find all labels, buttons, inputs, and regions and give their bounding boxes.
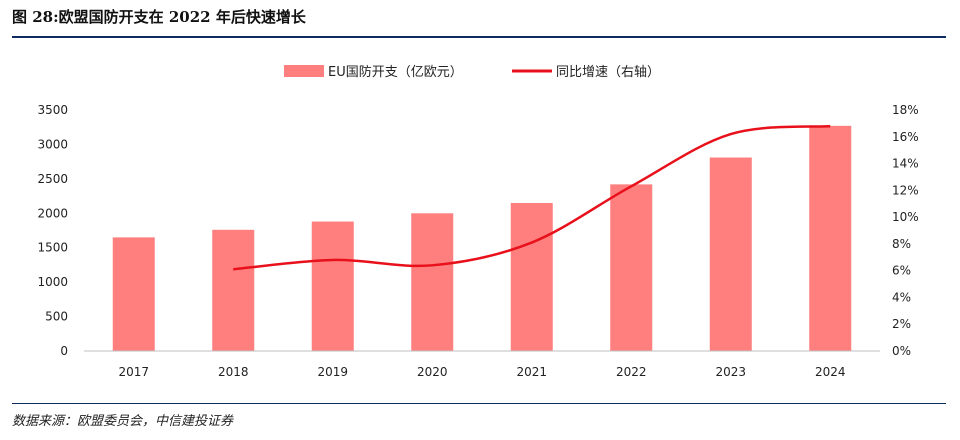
legend-line-label: 同比增速（右轴） xyxy=(556,65,660,80)
y-right-tick-label: 16% xyxy=(892,130,919,144)
legend: EU国防开支（亿欧元） 同比增速（右轴） xyxy=(284,64,660,80)
y-right-tick-label: 10% xyxy=(892,210,919,224)
bar xyxy=(212,229,255,351)
y-right-tick-label: 12% xyxy=(892,183,919,197)
bar xyxy=(112,237,155,351)
figure-title: 图 28:欧盟国防开支在 2022 年后快速增长 xyxy=(12,8,306,26)
y-left-tick-label: 2000 xyxy=(37,206,68,220)
y-right-tick-label: 18% xyxy=(892,103,919,117)
bar xyxy=(311,221,354,351)
footer-divider xyxy=(12,403,946,404)
bar xyxy=(809,125,852,351)
y-left-tick-label: 3000 xyxy=(37,137,68,151)
bar xyxy=(709,157,752,351)
plot-area: 0 500 1000 1500 2000 2500 3000 3500 0% 2% 4% 6% 8% 10… xyxy=(37,103,918,379)
y-right-tick-label: 2% xyxy=(892,317,911,331)
x-tick-label: 2019 xyxy=(317,365,348,379)
x-tick-label: 2022 xyxy=(616,365,647,379)
y-left-tick-label: 0 xyxy=(60,344,68,358)
bar xyxy=(411,213,454,351)
source-note: 数据来源：欧盟委员会，中信建投证券 xyxy=(12,414,234,429)
y-left-tick-label: 3500 xyxy=(37,103,68,117)
x-tick-label: 2018 xyxy=(218,365,249,379)
chart: EU国防开支（亿欧元） 同比增速（右轴） 0 500 1000 1500 2000 250… xyxy=(37,64,918,379)
legend-bar-swatch xyxy=(284,65,324,77)
x-tick-label: 2024 xyxy=(815,365,846,379)
bar xyxy=(610,184,653,351)
y-left-tick-label: 500 xyxy=(45,310,68,324)
y-left-tick-label: 2500 xyxy=(37,172,68,186)
title-divider xyxy=(12,36,946,38)
x-tick-label: 2020 xyxy=(417,365,448,379)
y-right-tick-label: 4% xyxy=(892,290,911,304)
y-left-tick-label: 1000 xyxy=(37,275,68,289)
bar xyxy=(510,202,553,351)
x-tick-label: 2017 xyxy=(118,365,149,379)
x-tick-label: 2023 xyxy=(715,365,746,379)
y-right-tick-label: 14% xyxy=(892,157,919,171)
y-left-tick-label: 1500 xyxy=(37,241,68,255)
legend-bar-label: EU国防开支（亿欧元） xyxy=(328,64,463,80)
x-tick-label: 2021 xyxy=(516,365,547,379)
y-right-tick-label: 0% xyxy=(892,344,911,358)
y-right-tick-label: 8% xyxy=(892,237,911,251)
y-right-tick-label: 6% xyxy=(892,264,911,278)
